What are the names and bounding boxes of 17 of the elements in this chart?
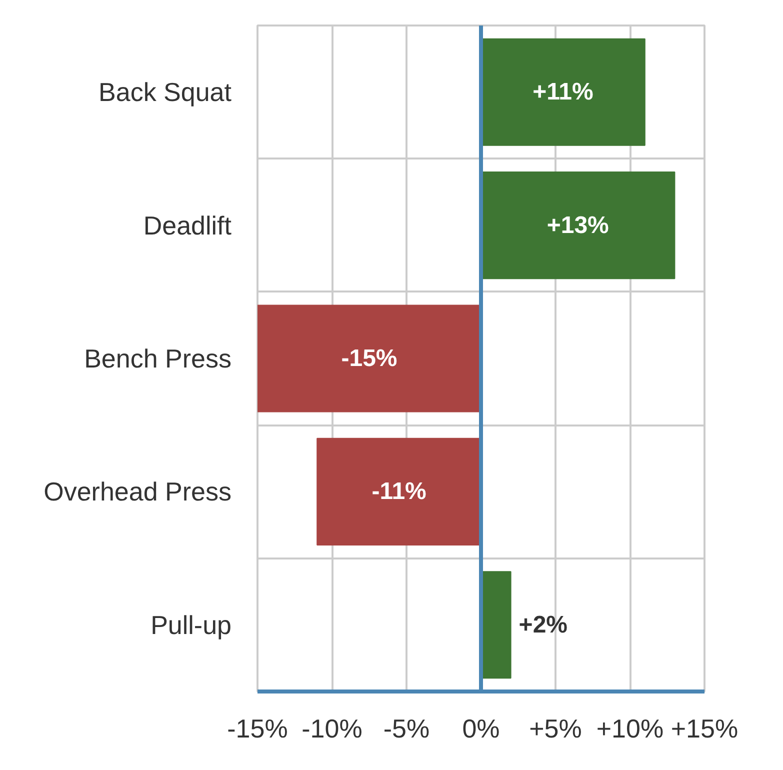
- data-label: -11%: [372, 478, 426, 506]
- data-label: +13%: [546, 212, 609, 239]
- y-tick-label: Deadlift: [143, 210, 232, 240]
- x-tick-label: -15%: [227, 714, 288, 744]
- x-tick-label: +5%: [529, 714, 582, 744]
- data-label: -15%: [341, 345, 398, 372]
- x-tick-label: +15%: [670, 714, 738, 744]
- x-tick-label: 0%: [462, 714, 500, 744]
- data-label: +2%: [518, 611, 568, 638]
- y-tick-label: Pull-up: [150, 610, 232, 640]
- y-tick-label: Back Squat: [98, 77, 232, 108]
- x-tick-label: +10%: [596, 714, 664, 744]
- x-tick-label: -10%: [302, 714, 362, 744]
- y-tick-label: Bench Press: [84, 344, 232, 374]
- y-tick-label: Overhead Press: [44, 476, 232, 507]
- x-tick-label: -5%: [383, 714, 430, 744]
- data-label: +11%: [532, 78, 594, 106]
